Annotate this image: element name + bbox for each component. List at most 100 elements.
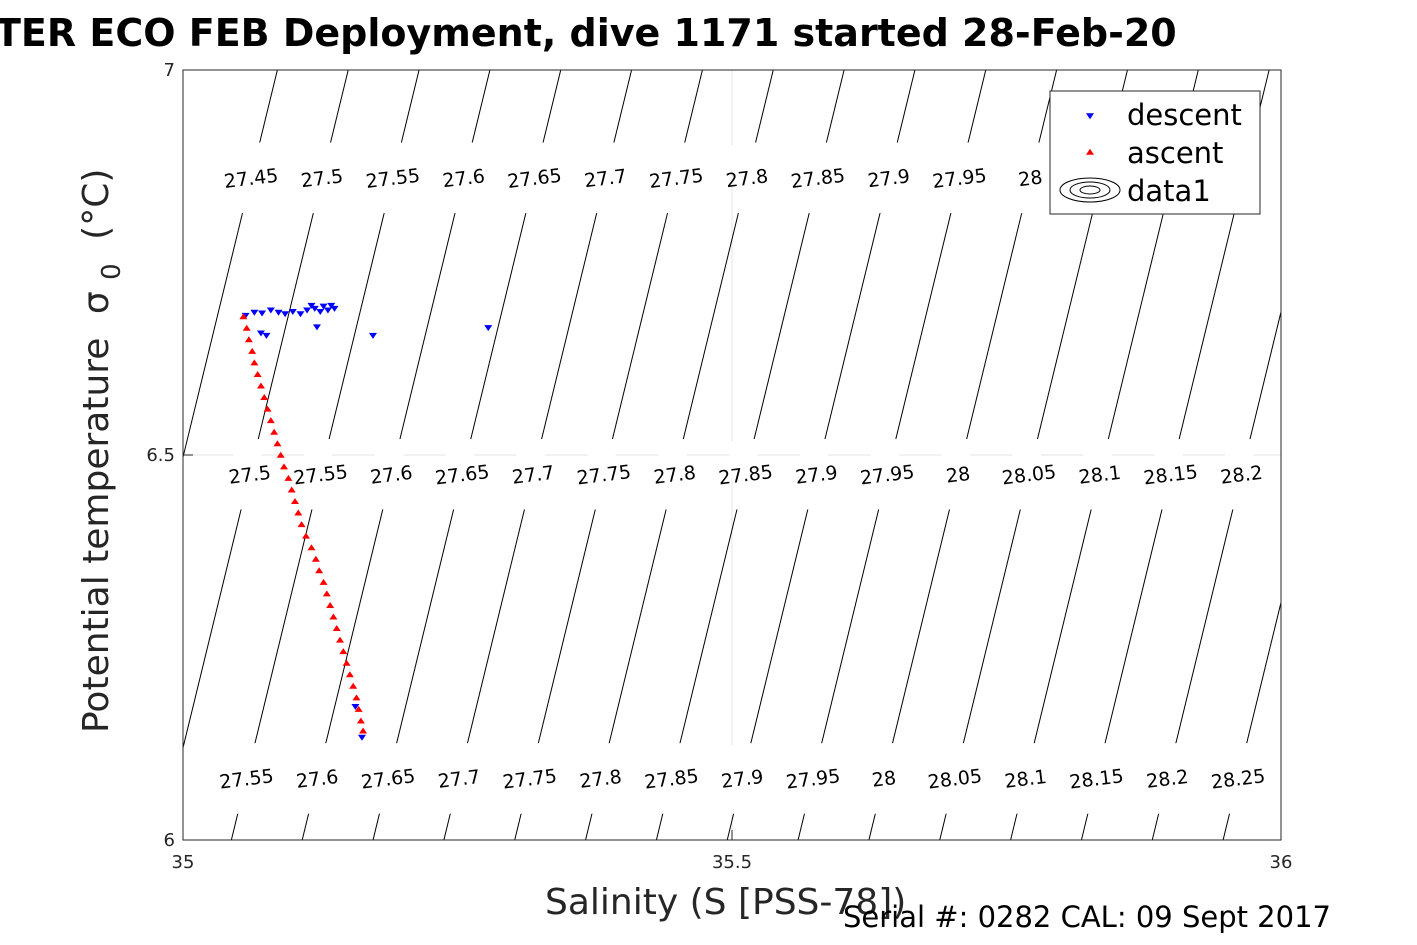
contour-label-bg-top-27.5 [303,142,340,214]
ascent-point-36 [359,727,368,734]
contour-label-bg-bot-28.05 [936,742,973,814]
descent-point-20 [484,325,493,332]
x-axis-label: Salinity (S [PSS-78]) [545,882,906,923]
ascent-point-15 [287,486,296,493]
x-tick-label-2: 36 [1270,852,1293,873]
descent-point-11 [316,308,325,315]
legend: descent ascent data1 [1049,90,1261,215]
ascent-point-19 [301,532,310,539]
y-axis-label-main: Potential temperature [76,338,117,733]
contour-label-bg-mid-27.8 [656,438,693,510]
contour-label-bg-mid-27.5 [231,438,268,510]
x-tick-label-1: 35.5 [712,852,752,873]
ascent-point-13 [280,463,289,470]
ascent-point-12 [276,451,285,458]
contour-label-bg-mid-27.9 [798,438,835,510]
contour-label-bg-bot-27.85 [653,742,690,814]
contour-labels: 27.45 27.5 27.55 27.6 27.65 27.7 27.75 27.8 27.8… [218,142,1267,814]
contour-label-bg-mid-28.1 [1081,438,1118,510]
ascent-point-28 [336,636,345,643]
contour-label-mid-27.7: 27.7 [511,462,556,489]
descent-point-2 [258,310,267,317]
descent-point-12 [319,303,328,310]
ascent-point-5 [253,370,262,377]
descent-point-22 [357,734,366,741]
descent-point-16 [312,324,321,331]
contour-label-bot-28.1: 28.1 [1003,766,1048,793]
contour-label-top-28: 28 [1017,166,1044,191]
ascent-point-2 [244,336,253,343]
descent-point-14 [327,302,336,309]
ascent-point-31 [345,671,354,678]
contour-label-bg-mid-28 [940,438,977,510]
contour-label-bg-bot-27.75 [511,742,548,814]
contour-label-bg-top-27.85 [799,142,836,214]
ascent-point-9 [266,417,275,424]
isopycnal-28.25 [1222,600,1281,840]
legend-ascent-marker [1086,148,1094,155]
contour-label-bot-27.6: 27.6 [295,766,340,793]
ascent-point-33 [352,694,361,701]
descent-point-18 [262,332,271,339]
ascent-point-35 [356,717,365,724]
contour-label-bg-bot-28.2 [1149,742,1186,814]
contour-label-bg-mid-28.2 [1223,438,1260,510]
descent-point-21 [351,703,360,710]
contour-label-bg-bot-28 [865,742,902,814]
svg-text:Potential temperature σ: Potential temperature σ 0 (°C) [76,169,129,733]
x-tick-label-0: 35 [172,852,195,873]
contour-label-bg-top-27.55 [374,142,411,214]
ascent-point-20 [307,544,316,551]
contour-label-bg-top-27.65 [516,142,553,214]
ascent-point-11 [273,440,282,447]
contour-label-bg-top-27.45 [233,142,270,214]
legend-contour-ring-0 [1059,177,1121,203]
contour-label-bg-top-27.9 [870,142,907,214]
ascent-point-25 [326,601,335,608]
contour-label-bot-27.8: 27.8 [578,766,623,793]
contour-label-mid-28: 28 [945,463,972,488]
contour-label-top-27.6: 27.6 [441,165,486,192]
descent-point-3 [266,307,275,314]
contour-label-bg-mid-27.65 [444,438,481,510]
descent-point-17 [256,330,265,337]
contour-label-bot-28: 28 [871,767,898,792]
legend-descent-marker [1086,113,1094,120]
descent-point-4 [274,309,283,316]
descent-point-7 [296,311,305,318]
contour-label-bg-bot-27.95 [795,742,832,814]
ascent-point-32 [349,682,358,689]
contour-label-bg-bot-27.8 [582,742,619,814]
ascent-point-26 [329,613,338,620]
ascent-point-0 [239,313,248,320]
contour-label-bg-mid-27.95 [869,438,906,510]
ascent-point-10 [270,428,279,435]
axis-ticks: 35 35.5 36 6 6.5 7 [146,60,1292,873]
contour-label-bg-mid-27.85 [727,438,764,510]
y-axis-label-sigma: σ [76,291,117,314]
contour-label-mid-27.8: 27.8 [653,462,698,489]
contour-label-bg-bot-27.6 [299,742,336,814]
contour-label-bot-28.2: 28.2 [1145,766,1190,793]
contour-label-bg-top-27.75 [658,142,695,214]
contour-label-bg-top-27.8 [729,142,765,214]
contour-label-bg-mid-27.6 [373,438,410,510]
legend-contour-ring-2 [1079,185,1101,195]
ascent-point-6 [256,382,265,389]
contour-label-bg-mid-28.05 [1010,438,1047,510]
descent-point-19 [368,332,377,339]
chart-title: TER ECO FEB Deployment, dive 1171 starte… [0,11,1177,55]
contour-label-bg-bot-27.7 [440,742,477,814]
legend-contour-ring-1 [1069,181,1111,199]
ascent-point-30 [342,659,351,666]
ascent-point-29 [339,648,348,655]
y-tick-label-1: 6.5 [146,445,175,466]
contour-label-mid-27.6: 27.6 [369,462,414,489]
contour-label-mid-28.1: 28.1 [1078,462,1123,489]
ascent-point-8 [263,405,272,412]
contour-label-bg-mid-28.15 [1152,438,1189,510]
y-axis-label: Potential temperature σ 0 (°C) [76,169,129,733]
y-tick-label-0: 6 [164,830,175,851]
legend-descent-label: descent [1127,98,1242,132]
